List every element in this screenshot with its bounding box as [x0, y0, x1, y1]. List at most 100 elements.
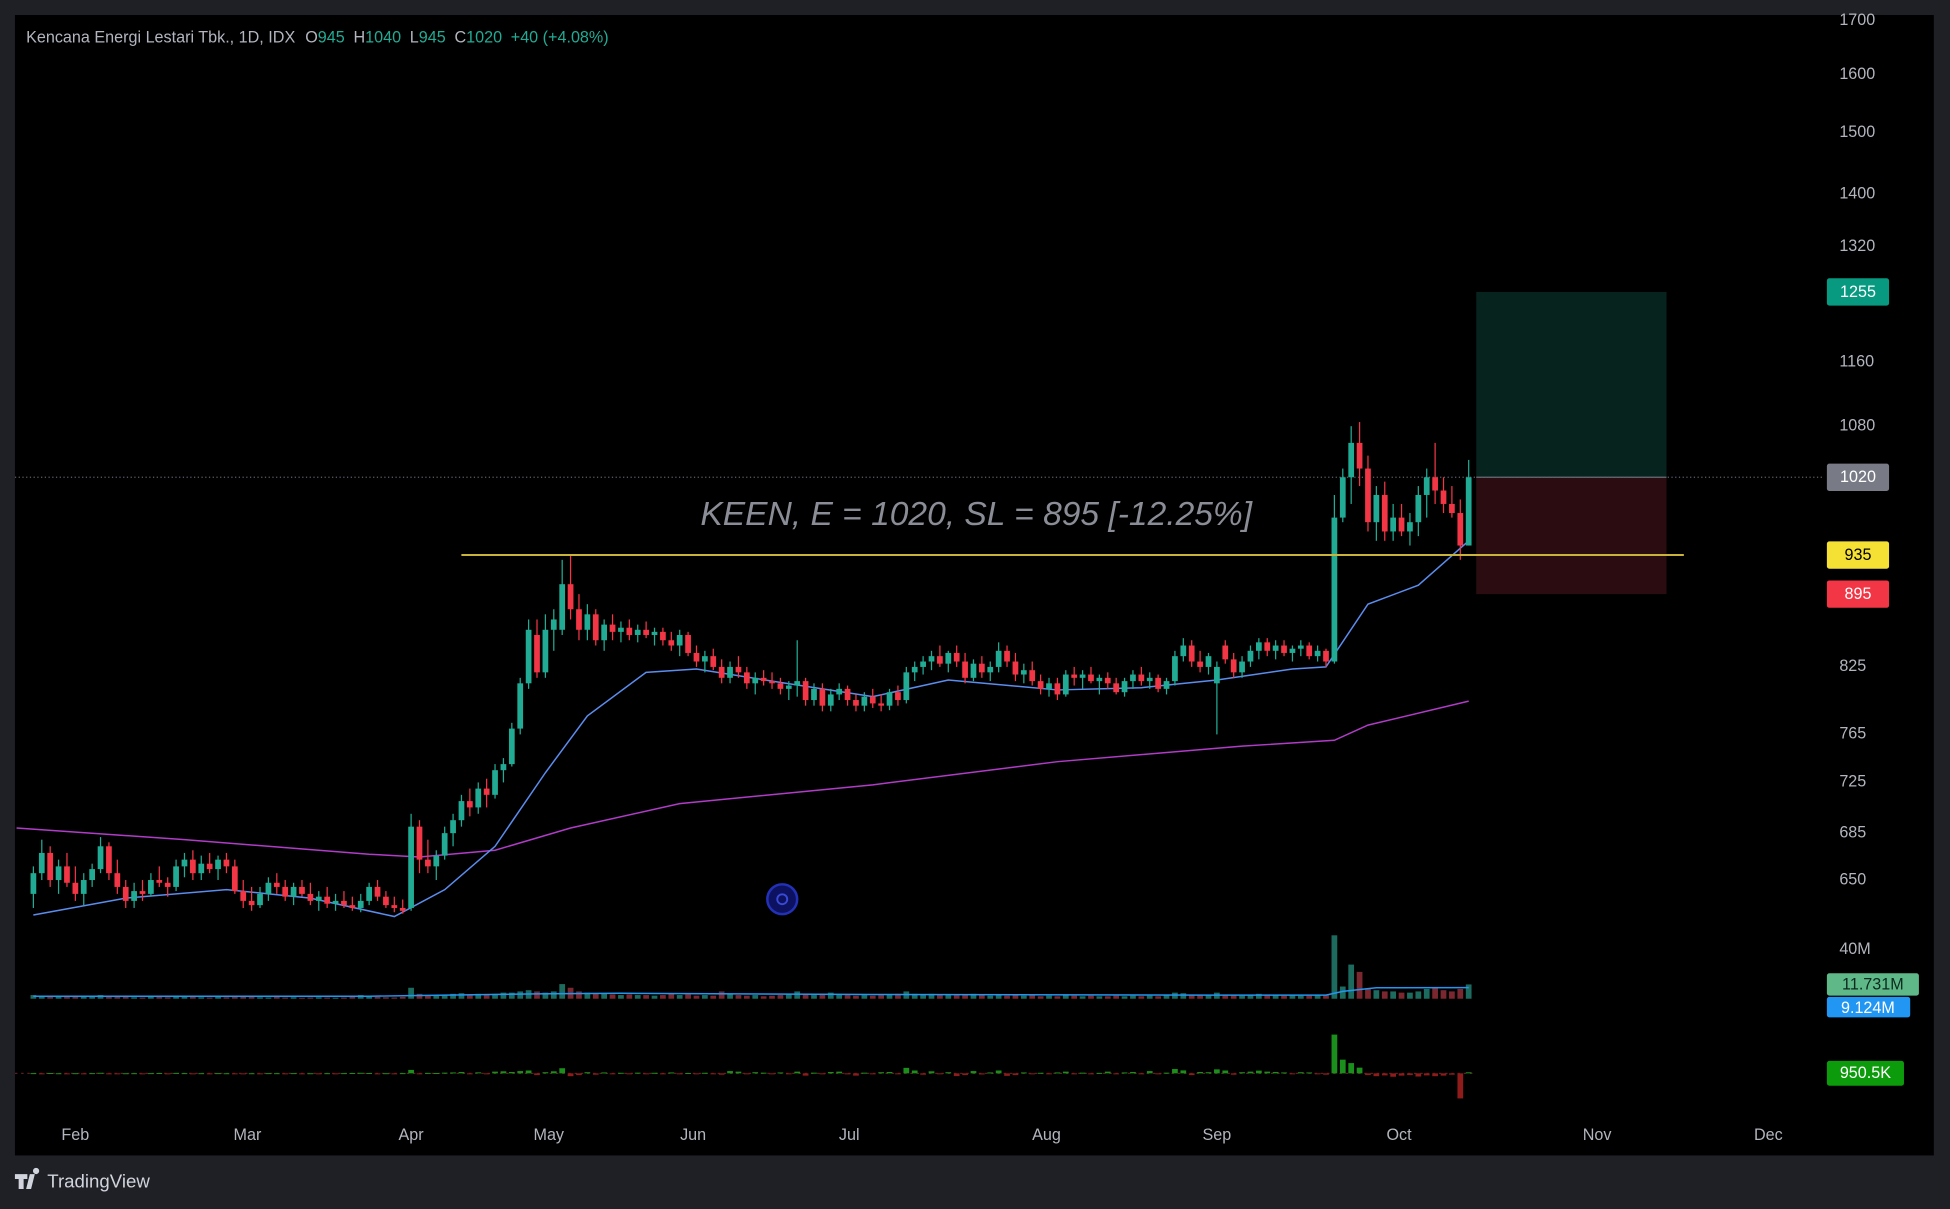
- flow-bar: [1230, 1073, 1237, 1075]
- flow-bar: [1188, 1073, 1195, 1076]
- candle-body: [1373, 494, 1380, 523]
- flow-bar: [743, 1073, 750, 1075]
- target-label-bg: [1826, 278, 1890, 306]
- candle-body: [80, 880, 87, 894]
- x-tick-label: May: [533, 1126, 564, 1144]
- flow-bar: [492, 1071, 498, 1074]
- flow-bar: [1390, 1073, 1397, 1077]
- volume-bar: [1432, 987, 1438, 999]
- flow-bar: [508, 1071, 515, 1074]
- flow-bar: [1297, 1072, 1304, 1074]
- flow-bar: [156, 1073, 163, 1074]
- volume-bar: [609, 994, 616, 999]
- flow-bar: [1281, 1072, 1287, 1074]
- volume-bar: [634, 995, 641, 999]
- candle-body: [962, 661, 968, 678]
- flow-bar: [450, 1072, 456, 1074]
- candle-body: [391, 905, 398, 908]
- volume-bar: [970, 993, 977, 999]
- flow-bar: [1046, 1073, 1052, 1075]
- volume-bar: [1239, 995, 1245, 999]
- candle-body: [559, 584, 566, 630]
- candle-body: [827, 694, 834, 706]
- volume-bar: [1079, 996, 1086, 999]
- volume-bar: [878, 995, 885, 999]
- volume-bar: [173, 996, 179, 999]
- volume-bar: [718, 991, 725, 999]
- flow-bar: [425, 1072, 431, 1074]
- volume-bar: [1062, 995, 1069, 999]
- volume-bar: [660, 995, 666, 999]
- candle-body: [240, 891, 247, 901]
- flow-bar: [458, 1071, 465, 1074]
- volume-bar: [886, 994, 893, 999]
- volume-bar: [1314, 995, 1321, 999]
- candle-body: [441, 833, 448, 856]
- candle-body: [702, 656, 708, 662]
- ohlc-value: 1020: [466, 29, 502, 47]
- flow-bar: [1365, 1073, 1371, 1076]
- y-tick-label: 725: [1839, 773, 1866, 791]
- volume-bar: [651, 995, 658, 999]
- volume-bar: [1331, 935, 1338, 999]
- volume-bar: [475, 993, 482, 999]
- volume-bar: [702, 995, 708, 999]
- ohlc-label: C: [454, 29, 466, 47]
- volume-bar: [534, 991, 540, 999]
- volume-bar: [374, 996, 381, 999]
- volume-bar: [1113, 995, 1120, 999]
- candle-body: [576, 609, 582, 630]
- volume-bar: [1247, 995, 1254, 999]
- volume-bar: [819, 994, 826, 999]
- y-tick-label: 765: [1839, 725, 1866, 743]
- volume-bar: [869, 995, 876, 999]
- candle-body: [928, 656, 935, 662]
- candle-body: [223, 859, 230, 867]
- flow-bar: [282, 1073, 289, 1075]
- candle-body: [106, 846, 112, 874]
- flow-bar: [1071, 1073, 1078, 1075]
- candle-body: [1339, 477, 1346, 518]
- x-tick-label: Jul: [839, 1126, 860, 1144]
- flow-bar: [794, 1071, 801, 1074]
- candle-body: [1432, 477, 1438, 491]
- flow-bar: [668, 1072, 675, 1074]
- entry-label: 1020: [1840, 468, 1876, 486]
- candle-body: [844, 688, 851, 701]
- flow-bar: [433, 1073, 440, 1074]
- flow-bar: [383, 1073, 389, 1075]
- candle-body: [357, 900, 364, 908]
- candle-body: [156, 880, 163, 883]
- y-tick-label: 825: [1839, 657, 1866, 675]
- candle-body: [601, 624, 608, 641]
- volume-bar: [1255, 993, 1262, 999]
- volume-bar: [114, 996, 121, 999]
- y-tick-label: 1500: [1839, 123, 1875, 141]
- flow-bar: [592, 1073, 599, 1075]
- flow-bar: [1020, 1072, 1027, 1074]
- candle-body: [769, 681, 775, 684]
- x-tick-label: Oct: [1386, 1126, 1412, 1144]
- volume-bar: [282, 997, 289, 999]
- volume-bar: [928, 993, 935, 999]
- flow-bar: [257, 1073, 263, 1075]
- level-label-bg: [1826, 541, 1890, 569]
- volume-bar: [206, 997, 213, 999]
- flow-bar: [844, 1073, 851, 1075]
- candle-body: [953, 652, 960, 662]
- logo: TradingView: [14, 1167, 150, 1192]
- volume-bar: [676, 995, 683, 999]
- candle-body: [869, 696, 876, 704]
- candle-body: [660, 631, 666, 641]
- volume-bar: [231, 996, 238, 999]
- candle-body: [1104, 677, 1111, 684]
- volume-bar: [164, 997, 171, 999]
- flow-bar: [878, 1072, 885, 1074]
- flow-bar: [827, 1071, 834, 1074]
- flow-bar: [777, 1072, 784, 1074]
- candle-body: [937, 656, 943, 664]
- volume-bar: [1365, 988, 1371, 999]
- volume-tick-label: 40M: [1839, 940, 1870, 958]
- candle-body: [1264, 642, 1271, 651]
- candle-body: [685, 634, 691, 653]
